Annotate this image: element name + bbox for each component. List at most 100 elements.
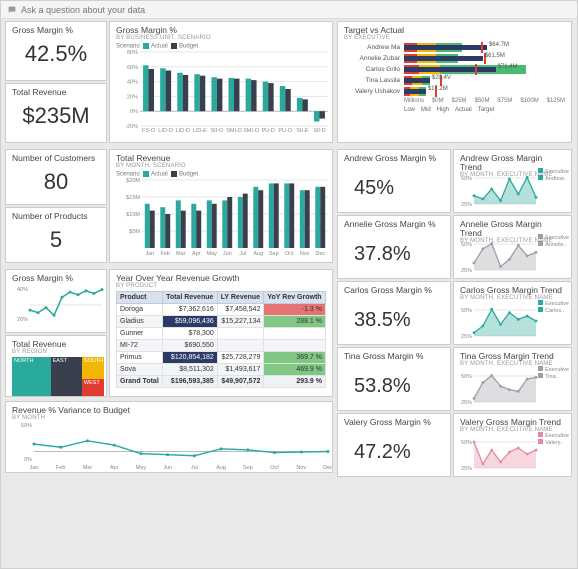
tile-rev-month[interactable]: Total Revenue BY MONTH, SCENARIO Scenari… <box>109 149 333 263</box>
bullet-rows: Andrew Ma$64.7M Annelie Zubar$61.5M Carlos… <box>344 43 565 96</box>
svg-text:PU-O: PU-O <box>278 128 292 134</box>
svg-text:50%: 50% <box>461 308 472 314</box>
svg-text:50%: 50% <box>461 176 472 182</box>
qna-bar[interactable]: Ask a question about your data <box>1 1 577 19</box>
svg-text:LID-O: LID-O <box>158 128 173 134</box>
tile-yoy[interactable]: Year Over Year Revenue Growth BY PRODUCT… <box>109 269 333 397</box>
tile-subtitle: BY EXECUTIVE <box>344 35 565 41</box>
tile-title: Gross Margin % <box>12 274 100 283</box>
kpi-value: 5 <box>12 227 100 253</box>
legend: Scenario Actual Budget <box>116 171 326 178</box>
svg-text:50%: 50% <box>461 374 472 380</box>
svg-text:40%: 40% <box>17 287 28 293</box>
kpi-value: $235M <box>12 103 100 129</box>
svg-text:Jul: Jul <box>191 465 198 471</box>
kpi-value: 80 <box>12 169 100 195</box>
person-trend-tile[interactable]: Andrew Gross Margin TrendBY MONTH, EXECU… <box>453 149 572 213</box>
svg-text:Dec: Dec <box>323 465 332 471</box>
treemap-cell[interactable]: NORTH <box>12 357 51 397</box>
svg-text:25%: 25% <box>461 202 472 208</box>
legend: LowMidHighActualTarget <box>404 107 565 113</box>
tile-title: Revenue % Variance to Budget <box>12 406 326 415</box>
svg-text:Jun: Jun <box>223 251 232 257</box>
svg-text:Aug: Aug <box>253 251 263 257</box>
bullet-row: Andrew Ma$64.7M <box>344 43 565 52</box>
yoy-table: ProductTotal RevenueLY RevenueYoY Rev Gr… <box>116 291 326 388</box>
chat-icon <box>7 5 17 15</box>
svg-text:Mar: Mar <box>83 465 93 471</box>
kpi-value: 42.5% <box>12 41 100 67</box>
svg-text:Jul: Jul <box>239 251 246 257</box>
svg-text:LID-E: LID-E <box>193 128 207 134</box>
svg-text:$10M: $10M <box>126 212 140 218</box>
svg-text:-20%: -20% <box>125 124 138 130</box>
person-gm-tile[interactable]: Andrew Gross Margin %45% <box>337 149 451 213</box>
tile-title: Year Over Year Revenue Growth <box>116 274 326 283</box>
tile-variance[interactable]: Revenue % Variance to Budget BY MONTH 50… <box>5 401 333 473</box>
kpi-gross-margin[interactable]: Gross Margin % 42.5% <box>5 21 107 81</box>
tile-target-actual[interactable]: Target vs Actual BY EXECUTIVE Andrew Ma$… <box>337 21 572 143</box>
kpi-customers[interactable]: Number of Customers 80 <box>5 149 107 205</box>
svg-text:40%: 40% <box>127 79 138 85</box>
tile-title: Total Revenue <box>116 154 326 163</box>
person-gm-tile[interactable]: Valery Gross Margin %47.2% <box>337 413 451 477</box>
svg-text:Feb: Feb <box>161 251 170 257</box>
kpi-products[interactable]: Number of Products 5 <box>5 207 107 263</box>
tile-title: Gross Margin % <box>116 26 326 35</box>
person-trend-tile[interactable]: Tina Gross Margin TrendBY MONTH, EXECUTI… <box>453 347 572 411</box>
person-gm-tile[interactable]: Carlos Gross Margin %38.5% <box>337 281 451 345</box>
tile-subtitle: BY REGION <box>12 349 100 355</box>
qna-placeholder: Ask a question about your data <box>21 5 145 15</box>
kpi-title: Gross Margin % <box>12 26 100 35</box>
svg-text:Apr: Apr <box>110 465 119 471</box>
tile-subtitle: BY BUSINESS UNIT, SCENARIO <box>116 35 326 41</box>
bullet-row: Annelie Zubar$61.5M <box>344 54 565 63</box>
legend: Scenario Actual Budget <box>116 43 326 50</box>
svg-text:May: May <box>207 251 218 257</box>
svg-text:SMI-O: SMI-O <box>243 128 260 134</box>
kpi-total-revenue[interactable]: Total Revenue $235M <box>5 83 107 143</box>
tile-gm-unit[interactable]: Gross Margin % BY BUSINESS UNIT, SCENARI… <box>109 21 333 143</box>
svg-text:SII-O: SII-O <box>210 128 224 134</box>
tile-title: Total Revenue <box>12 340 100 349</box>
svg-text:Oct: Oct <box>270 465 279 471</box>
bullet-row: Tina Lassila$20.4V <box>344 76 565 85</box>
bullet-row: Carlos Grilo$71.4M <box>344 65 565 74</box>
kpi-title: Total Revenue <box>12 88 100 97</box>
svg-text:60%: 60% <box>127 64 138 70</box>
person-trend-tile[interactable]: Carlos Gross Margin TrendBY MONTH, EXECU… <box>453 281 572 345</box>
kpi-title: Number of Products <box>12 212 100 221</box>
treemap-cell[interactable]: WEST <box>82 379 104 397</box>
svg-text:Feb: Feb <box>56 465 65 471</box>
svg-text:Oct: Oct <box>285 251 294 257</box>
kpi-title: Number of Customers <box>12 154 100 163</box>
svg-text:50%: 50% <box>21 423 32 429</box>
tile-gm-spark[interactable]: Gross Margin % 40% 20% <box>5 269 107 333</box>
person-gm-tile[interactable]: Tina Gross Margin %53.8% <box>337 347 451 411</box>
person-trend-tile[interactable]: Valery Gross Margin TrendBY MONTH, EXECU… <box>453 413 572 477</box>
svg-text:Mar: Mar <box>176 251 186 257</box>
treemap-cell[interactable]: EAST <box>51 357 82 397</box>
svg-text:Apr: Apr <box>192 251 201 257</box>
bullet-row: Valery Ushakov$17.2M <box>344 87 565 96</box>
svg-text:Aug: Aug <box>216 465 226 471</box>
svg-text:Nov: Nov <box>300 251 310 257</box>
treemap-cell[interactable]: SOUTH <box>82 357 104 379</box>
person-gm-tile[interactable]: Annelie Gross Margin %37.8% <box>337 215 451 279</box>
svg-text:Sep: Sep <box>269 251 279 257</box>
svg-text:Jan: Jan <box>145 251 154 257</box>
svg-text:SII-D: SII-D <box>313 128 326 134</box>
tile-revenue-region[interactable]: Total Revenue BY REGION NORTHEASTSOUTHWE… <box>5 335 107 397</box>
svg-text:Jun: Jun <box>163 465 172 471</box>
svg-text:25%: 25% <box>461 400 472 406</box>
svg-text:Nov: Nov <box>296 465 306 471</box>
bar-chart: -20%0%20%40%60%80%FS-OLID-OLID-DLID-ESII… <box>116 50 330 136</box>
tile-subtitle: BY MONTH, SCENARIO <box>116 163 326 169</box>
svg-text:SII-E: SII-E <box>296 128 309 134</box>
svg-text:20%: 20% <box>17 317 28 323</box>
treemap: NORTHEASTSOUTHWEST <box>12 357 100 397</box>
dashboard-frame: Ask a question about your data Gross Mar… <box>0 0 578 569</box>
svg-text:50%: 50% <box>461 242 472 248</box>
person-trend-tile[interactable]: Annelie Gross Margin TrendBY MONTH, EXEC… <box>453 215 572 279</box>
svg-text:25%: 25% <box>461 466 472 472</box>
